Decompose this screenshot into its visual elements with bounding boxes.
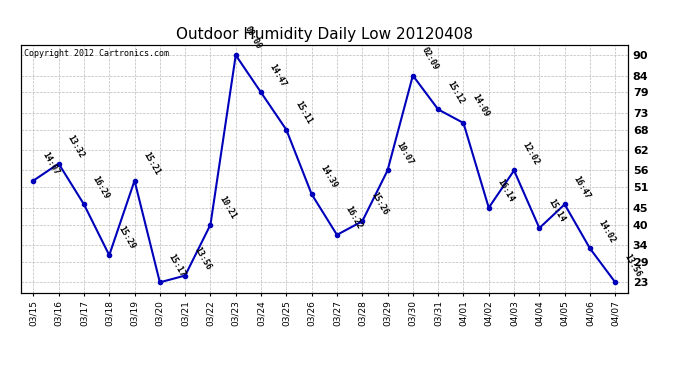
Text: 16:22: 16:22	[344, 204, 364, 231]
Text: 13:32: 13:32	[66, 134, 86, 159]
Text: 15:21: 15:21	[141, 150, 161, 177]
Text: 10:21: 10:21	[217, 194, 237, 220]
Text: 10:07: 10:07	[395, 140, 415, 166]
Text: 14:09: 14:09	[471, 93, 491, 119]
Text: 02:09: 02:09	[420, 45, 440, 71]
Text: 16:29: 16:29	[91, 174, 111, 200]
Text: 14:02: 14:02	[597, 218, 617, 244]
Title: Outdoor Humidity Daily Low 20120408: Outdoor Humidity Daily Low 20120408	[176, 27, 473, 42]
Text: 12:02: 12:02	[521, 140, 541, 166]
Text: 00:00: 00:00	[243, 25, 263, 51]
Text: 15:29: 15:29	[116, 225, 137, 251]
Text: 14:39: 14:39	[319, 164, 339, 190]
Text: 16:14: 16:14	[495, 177, 516, 204]
Text: 14:07: 14:07	[40, 150, 61, 177]
Text: 14:47: 14:47	[268, 62, 288, 88]
Text: Copyright 2012 Cartronics.com: Copyright 2012 Cartronics.com	[23, 49, 169, 58]
Text: 15:26: 15:26	[369, 191, 389, 217]
Text: 15:14: 15:14	[546, 198, 566, 224]
Text: 15:11: 15:11	[293, 99, 313, 126]
Text: 13:56: 13:56	[622, 252, 642, 278]
Text: 15:12: 15:12	[445, 79, 465, 105]
Text: 15:17: 15:17	[167, 252, 187, 278]
Text: 13:56: 13:56	[192, 245, 213, 272]
Text: 16:47: 16:47	[571, 174, 592, 200]
